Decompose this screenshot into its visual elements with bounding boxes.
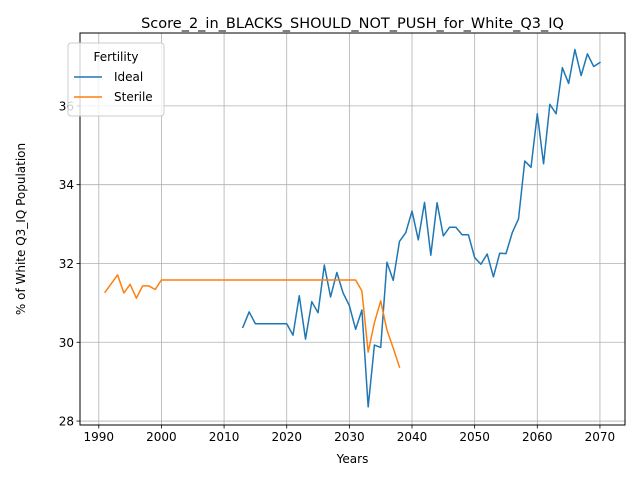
series-line-ideal (241, 48, 601, 408)
x-tick-label: 2000 (146, 430, 177, 444)
y-tick-label: 32 (59, 257, 74, 271)
x-tick-label: 2050 (459, 430, 490, 444)
x-tick-label: 2010 (209, 430, 240, 444)
y-tick-label: 30 (59, 336, 74, 350)
x-axis-ticks: 1990 2000 2010 2020 2030 2040 2050 2060 2070 (84, 425, 616, 444)
grid-lines (80, 33, 625, 425)
chart-title: Score_2_in_BLACKS_SHOULD_NOT_PUSH_for_Wh… (141, 16, 564, 32)
x-tick-label: 2030 (334, 430, 365, 444)
x-tick-label: 2060 (522, 430, 553, 444)
y-axis-label: % of White Q3_IQ Population (14, 143, 28, 315)
legend: Fertility Ideal Sterile (67, 42, 165, 117)
legend-label-ideal: Ideal (114, 70, 143, 84)
x-axis-label: Years (336, 452, 369, 466)
legend-label-sterile: Sterile (114, 90, 153, 104)
x-tick-label: 2070 (585, 430, 616, 444)
y-tick-label: 34 (59, 178, 74, 192)
x-tick-label: 2040 (397, 430, 428, 444)
series-layer (104, 48, 601, 408)
y-tick-label: 28 (59, 415, 74, 429)
series-line-sterile (104, 274, 401, 369)
x-tick-label: 2020 (271, 430, 302, 444)
plot-frame (79, 32, 626, 426)
legend-title: Fertility (93, 50, 138, 64)
x-tick-label: 1990 (84, 430, 115, 444)
